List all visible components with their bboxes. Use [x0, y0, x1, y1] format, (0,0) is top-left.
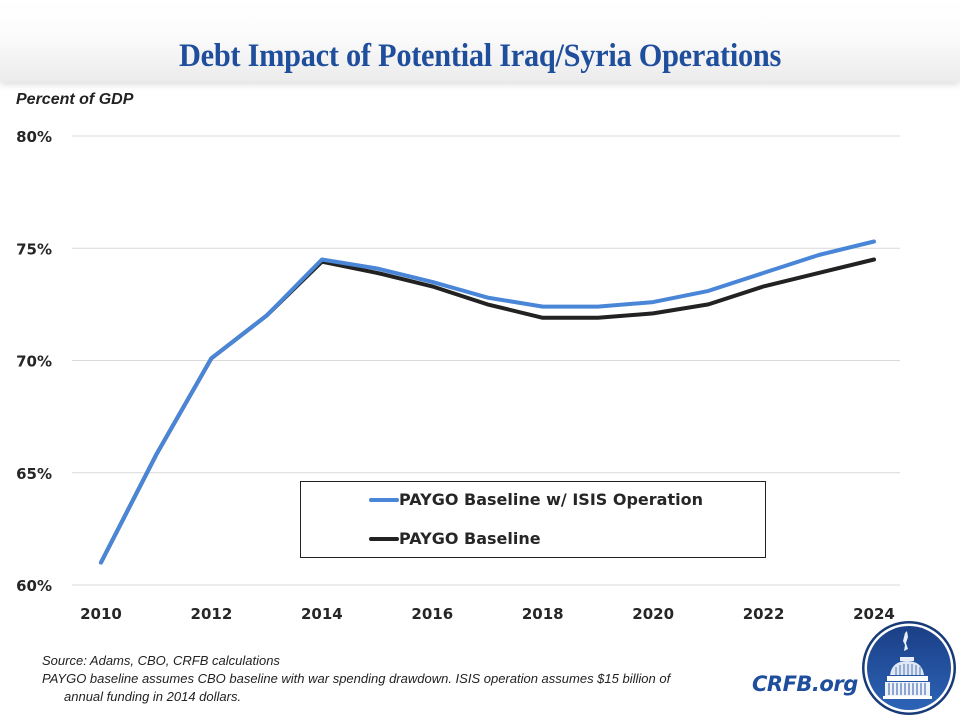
series-lines: [99, 239, 876, 565]
x-tick-label: 2014: [301, 605, 343, 623]
y-tick-label: 60%: [16, 577, 52, 595]
title-banner: Debt Impact of Potential Iraq/Syria Oper…: [0, 0, 960, 82]
legend-swatch-blue: [369, 497, 399, 502]
x-tick-label: 2016: [411, 605, 453, 623]
legend-label: PAYGO Baseline: [399, 529, 541, 548]
y-tick-label: 65%: [16, 465, 52, 483]
capitol-dome-seal-icon: [862, 621, 956, 715]
methodology-note: PAYGO baseline assumes CBO baseline with…: [42, 671, 671, 704]
y-tick-label: 70%: [16, 353, 52, 371]
x-tick-label: 2010: [80, 605, 122, 623]
source-note: Source: Adams, CBO, CRFB calculations: [42, 653, 280, 668]
x-tick-label: 2024: [853, 605, 895, 623]
series-line-isis-operation: [99, 239, 876, 565]
y-tick-label: 80%: [16, 128, 52, 146]
legend-item-paygo-baseline: PAYGO Baseline: [369, 529, 541, 548]
legend-item-isis-operation: PAYGO Baseline w/ ISIS Operation: [369, 490, 703, 509]
y-tick-label: 75%: [16, 240, 52, 258]
x-tick-label: 2012: [191, 605, 233, 623]
chart-title: Debt Impact of Potential Iraq/Syria Oper…: [178, 38, 782, 74]
x-tick-label: 2020: [632, 605, 674, 623]
x-tick-label: 2018: [522, 605, 564, 623]
legend-label: PAYGO Baseline w/ ISIS Operation: [399, 490, 703, 509]
legend-swatch-black: [369, 536, 399, 541]
crfb-brand-link[interactable]: CRFB.org: [752, 672, 858, 696]
footnotes: Source: Adams, CBO, CRFB calculations PA…: [42, 652, 692, 706]
x-tick-labels: 2010 2012 2014 2016 2018 2020 2022 2024: [80, 605, 895, 623]
legend: PAYGO Baseline w/ ISIS Operation PAYGO B…: [300, 481, 766, 558]
y-tick-labels: 60% 65% 70% 75% 80%: [16, 128, 52, 595]
x-tick-label: 2022: [743, 605, 785, 623]
y-axis-label: Percent of GDP: [16, 91, 134, 108]
